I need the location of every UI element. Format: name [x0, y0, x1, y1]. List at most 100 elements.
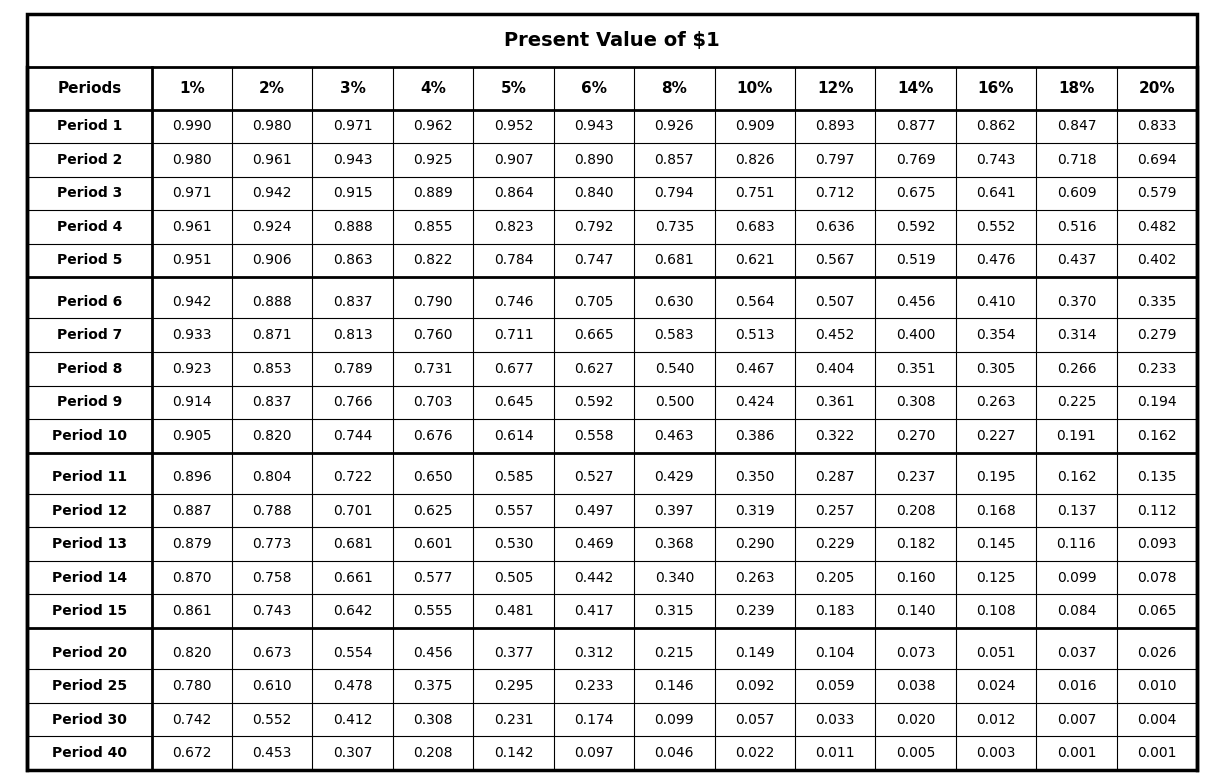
Text: 0.758: 0.758 [252, 571, 293, 585]
Text: 0.135: 0.135 [1137, 470, 1176, 485]
Text: 0.711: 0.711 [493, 328, 534, 343]
Text: 0.621: 0.621 [734, 253, 775, 267]
Text: 1%: 1% [179, 81, 204, 96]
Text: 0.233: 0.233 [1137, 361, 1176, 376]
Text: 0.452: 0.452 [815, 328, 854, 343]
Text: 0.024: 0.024 [977, 679, 1016, 693]
Text: 0.350: 0.350 [736, 470, 775, 485]
Text: 0.051: 0.051 [977, 645, 1016, 659]
Text: 0.641: 0.641 [977, 187, 1016, 201]
Text: 0.926: 0.926 [655, 119, 694, 133]
Text: 0.962: 0.962 [414, 119, 453, 133]
Text: 0.183: 0.183 [815, 604, 856, 619]
Text: 0.412: 0.412 [333, 713, 372, 727]
Text: 0.290: 0.290 [734, 537, 775, 551]
Text: 0.610: 0.610 [252, 679, 293, 693]
Text: 0.822: 0.822 [414, 253, 453, 267]
Text: 0.195: 0.195 [977, 470, 1016, 485]
Text: 0.004: 0.004 [1137, 713, 1176, 727]
Text: 0.555: 0.555 [414, 604, 453, 619]
Text: Period 20: Period 20 [51, 645, 127, 659]
Text: 0.773: 0.773 [252, 537, 291, 551]
Text: 0.627: 0.627 [574, 361, 613, 376]
Text: 0.722: 0.722 [333, 470, 372, 485]
Text: 0.751: 0.751 [734, 187, 775, 201]
Text: 0.125: 0.125 [977, 571, 1016, 585]
Text: 0.315: 0.315 [655, 604, 694, 619]
Text: 0.208: 0.208 [896, 503, 935, 517]
Text: 0.820: 0.820 [173, 645, 212, 659]
Text: 0.516: 0.516 [1056, 220, 1097, 234]
Text: 0.410: 0.410 [977, 295, 1016, 309]
Text: 0.312: 0.312 [574, 645, 613, 659]
Text: 0.140: 0.140 [896, 604, 935, 619]
Text: 0.665: 0.665 [574, 328, 613, 343]
Text: Period 30: Period 30 [51, 713, 127, 727]
Text: 0.943: 0.943 [333, 153, 372, 167]
Text: 0.500: 0.500 [655, 395, 694, 409]
Text: 0.893: 0.893 [815, 119, 856, 133]
Text: Period 11: Period 11 [51, 470, 127, 485]
Text: 0.368: 0.368 [655, 537, 694, 551]
Text: 0.016: 0.016 [1056, 679, 1097, 693]
Text: 0.853: 0.853 [252, 361, 293, 376]
Text: 0.760: 0.760 [414, 328, 453, 343]
Text: 0.227: 0.227 [977, 429, 1016, 443]
Text: 0.837: 0.837 [252, 395, 293, 409]
Text: 0.007: 0.007 [1056, 713, 1097, 727]
Text: 0.026: 0.026 [1137, 645, 1176, 659]
Text: 0.104: 0.104 [815, 645, 854, 659]
Text: 0.744: 0.744 [333, 429, 372, 443]
Text: 0.160: 0.160 [896, 571, 935, 585]
Text: 0.146: 0.146 [655, 679, 694, 693]
Text: 0.790: 0.790 [414, 295, 453, 309]
Text: 0.476: 0.476 [977, 253, 1016, 267]
Text: 0.864: 0.864 [493, 187, 534, 201]
Text: 0.888: 0.888 [252, 295, 293, 309]
Text: 0.673: 0.673 [252, 645, 293, 659]
Text: 0.097: 0.097 [574, 746, 613, 760]
Text: 0.645: 0.645 [493, 395, 534, 409]
Text: 0.377: 0.377 [493, 645, 534, 659]
Text: 0.145: 0.145 [977, 537, 1016, 551]
Text: Period 7: Period 7 [56, 328, 122, 343]
Text: 0.769: 0.769 [896, 153, 935, 167]
Text: 0.208: 0.208 [414, 746, 453, 760]
Text: 3%: 3% [340, 81, 366, 96]
Text: 0.481: 0.481 [493, 604, 534, 619]
Text: 0.861: 0.861 [171, 604, 212, 619]
Text: 0.033: 0.033 [815, 713, 854, 727]
Text: 0.182: 0.182 [896, 537, 935, 551]
Text: 0.057: 0.057 [736, 713, 775, 727]
Text: 0.847: 0.847 [1056, 119, 1097, 133]
Text: 0.305: 0.305 [977, 361, 1016, 376]
Text: 0.404: 0.404 [815, 361, 854, 376]
Text: 0.112: 0.112 [1137, 503, 1176, 517]
Text: 0.961: 0.961 [171, 220, 212, 234]
Text: 0.871: 0.871 [252, 328, 293, 343]
Text: 0.142: 0.142 [493, 746, 534, 760]
Text: 0.108: 0.108 [977, 604, 1016, 619]
Text: 0.263: 0.263 [977, 395, 1016, 409]
Text: 0.980: 0.980 [173, 153, 212, 167]
Text: 0.270: 0.270 [896, 429, 935, 443]
Text: 0.229: 0.229 [815, 537, 854, 551]
Text: 0.625: 0.625 [414, 503, 453, 517]
Text: 0.857: 0.857 [655, 153, 694, 167]
Text: 0.519: 0.519 [896, 253, 935, 267]
Text: Period 15: Period 15 [51, 604, 127, 619]
Text: 0.308: 0.308 [896, 395, 935, 409]
Text: 0.694: 0.694 [1137, 153, 1176, 167]
Text: 0.001: 0.001 [1137, 746, 1176, 760]
Text: 0.592: 0.592 [896, 220, 935, 234]
Text: 0.630: 0.630 [655, 295, 694, 309]
Text: 0.855: 0.855 [414, 220, 453, 234]
Text: 0.879: 0.879 [173, 537, 212, 551]
Text: 0.149: 0.149 [734, 645, 775, 659]
Text: 0.683: 0.683 [734, 220, 775, 234]
Text: 0.011: 0.011 [815, 746, 856, 760]
Text: 0.877: 0.877 [896, 119, 935, 133]
Text: 0.065: 0.065 [1137, 604, 1176, 619]
Text: 0.505: 0.505 [493, 571, 534, 585]
Text: 0.162: 0.162 [1056, 470, 1097, 485]
